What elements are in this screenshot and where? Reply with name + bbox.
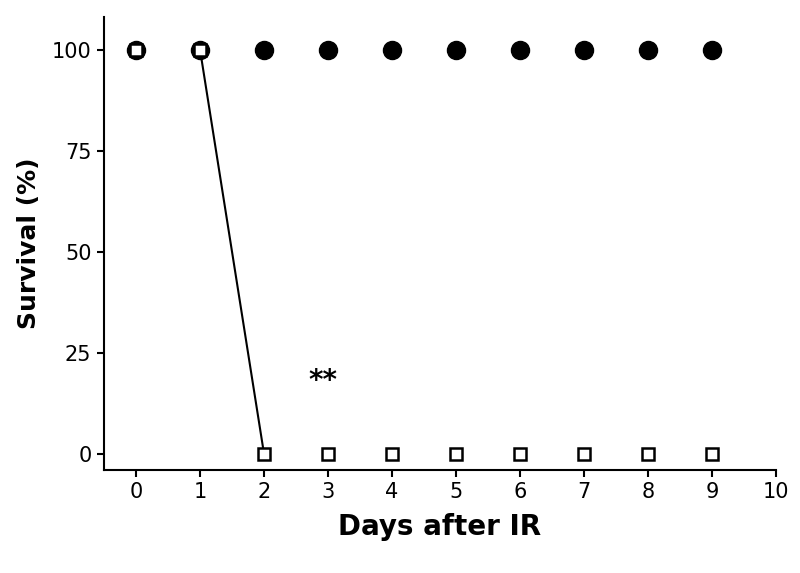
- Text: **: **: [309, 367, 338, 395]
- Y-axis label: Survival (%): Survival (%): [17, 158, 41, 329]
- X-axis label: Days after IR: Days after IR: [338, 513, 542, 541]
